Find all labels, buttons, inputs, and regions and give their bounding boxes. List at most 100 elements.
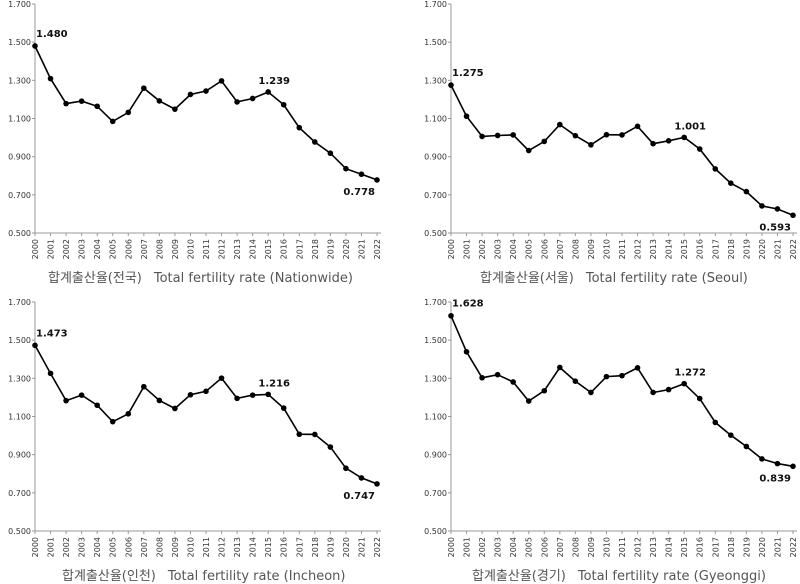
data-point xyxy=(234,395,240,402)
data-point xyxy=(774,460,781,467)
data-point xyxy=(312,139,318,145)
data-point xyxy=(78,98,85,104)
data-point xyxy=(603,131,610,138)
data-point xyxy=(78,392,85,398)
y-tick-label: 1.700 xyxy=(424,298,447,307)
data-point xyxy=(63,100,69,107)
x-tick-label: 2007 xyxy=(556,239,565,259)
x-tick-label: 2010 xyxy=(602,537,611,557)
data-label: 1.275 xyxy=(452,68,484,79)
x-tick-label: 2004 xyxy=(93,537,102,557)
data-point xyxy=(448,82,454,88)
data-point xyxy=(790,463,796,470)
data-point xyxy=(588,389,594,396)
data-point xyxy=(172,106,178,112)
data-point xyxy=(109,118,116,125)
x-tick-label: 2002 xyxy=(62,537,71,557)
x-tick-label: 2021 xyxy=(357,239,366,259)
data-point xyxy=(774,206,781,212)
data-point xyxy=(650,140,656,147)
x-tick-label: 2013 xyxy=(649,537,658,557)
y-tick-label: 0.700 xyxy=(424,489,447,498)
x-tick-label: 2005 xyxy=(525,239,534,259)
y-tick-label: 0.700 xyxy=(8,489,31,498)
data-label: 1.480 xyxy=(36,29,68,40)
x-tick-label: 2003 xyxy=(494,537,503,557)
x-tick-label: 2008 xyxy=(571,239,580,259)
x-tick-label: 2011 xyxy=(202,239,211,259)
x-tick-label: 2011 xyxy=(202,537,211,557)
x-tick-label: 2019 xyxy=(326,239,335,259)
x-tick-label: 2001 xyxy=(463,537,472,557)
data-point xyxy=(343,165,349,172)
x-tick-label: 2004 xyxy=(509,239,518,259)
caption-nationwide: 합계출산율(전국) Total fertility rate (Nationwid… xyxy=(48,267,353,286)
y-tick-label: 0.900 xyxy=(424,451,447,460)
x-tick-label: 2020 xyxy=(758,239,767,259)
x-tick-label: 2005 xyxy=(109,239,118,259)
caption-en: Total fertility rate (Nationwide) xyxy=(153,271,353,286)
data-point xyxy=(296,431,303,438)
data-point xyxy=(634,365,641,371)
x-tick-label: 2006 xyxy=(124,239,133,259)
series-line xyxy=(34,344,378,485)
data-label: 0.593 xyxy=(759,222,791,233)
data-point xyxy=(172,405,178,412)
caption-ko: 합계출산율(전국) xyxy=(48,271,142,286)
y-tick-label: 1.100 xyxy=(424,115,447,124)
x-tick-label: 2011 xyxy=(618,537,627,557)
x-tick-label: 2000 xyxy=(31,239,40,259)
data-point xyxy=(743,188,750,195)
data-point xyxy=(448,312,454,319)
x-tick-label: 2009 xyxy=(171,239,180,259)
y-tick-label: 1.700 xyxy=(8,0,31,9)
data-point xyxy=(358,171,365,178)
y-tick-label: 1.100 xyxy=(8,115,31,124)
chart-nationwide: 0.500 0.700 0.900 1.100 1.300 1.500 1.700 2000 2… xyxy=(8,0,382,259)
caption-en: Total fertility rate (Gyeonggi) xyxy=(577,569,766,584)
data-label: 0.778 xyxy=(343,187,375,198)
data-point xyxy=(479,374,485,381)
x-tick-label: 2020 xyxy=(758,537,767,557)
x-tick-label: 2012 xyxy=(634,537,643,557)
data-point xyxy=(759,456,765,462)
x-tick-label: 2015 xyxy=(680,239,689,259)
data-point xyxy=(109,418,116,425)
x-tick-label: 2016 xyxy=(696,537,705,557)
x-tick-label: 2020 xyxy=(342,239,351,259)
data-point xyxy=(249,392,256,398)
data-point xyxy=(525,147,532,154)
x-tick-label: 2016 xyxy=(280,239,289,259)
data-point xyxy=(327,150,334,157)
data-point xyxy=(634,123,641,130)
x-tick-label: 2008 xyxy=(155,239,164,259)
x-tick-label: 2022 xyxy=(789,537,798,557)
x-tick-label: 2017 xyxy=(295,239,304,259)
x-tick-label: 2012 xyxy=(218,537,227,557)
x-tick-label: 2009 xyxy=(587,239,596,259)
data-point xyxy=(280,405,287,411)
data-point xyxy=(374,481,380,487)
data-point xyxy=(494,132,501,139)
data-point xyxy=(203,88,209,94)
x-tick-label: 2018 xyxy=(311,537,320,557)
data-point xyxy=(94,402,100,409)
data-point xyxy=(218,375,225,381)
data-point xyxy=(280,101,287,108)
data-point xyxy=(32,43,38,49)
data-point xyxy=(32,342,38,349)
data-point xyxy=(525,398,532,404)
data-point xyxy=(234,99,240,105)
data-point xyxy=(463,113,470,120)
data-point xyxy=(494,371,501,378)
x-tick-label: 2002 xyxy=(62,239,71,259)
data-point xyxy=(510,132,516,138)
y-tick-label: 1.300 xyxy=(8,374,31,383)
x-tick-label: 2018 xyxy=(311,239,320,259)
x-tick-label: 2000 xyxy=(31,537,40,557)
data-point xyxy=(665,386,672,393)
x-tick-label: 2001 xyxy=(47,239,56,259)
y-tick-label: 1.100 xyxy=(424,413,447,422)
data-point xyxy=(541,387,548,394)
data-point xyxy=(790,212,796,219)
